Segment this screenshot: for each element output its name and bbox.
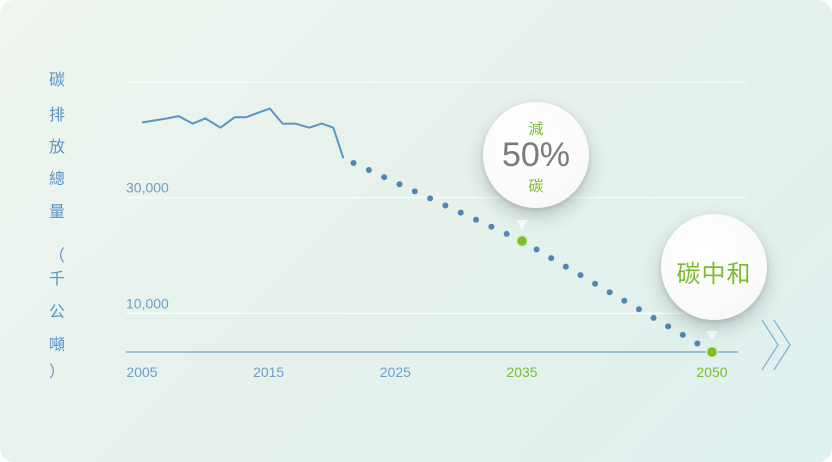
projection-dot (635, 306, 642, 313)
projection-dot (621, 297, 628, 304)
projection-dot (457, 209, 464, 216)
projection-dot (650, 314, 657, 321)
x-tick-label: 2025 (380, 364, 411, 380)
projection-dot (350, 159, 357, 166)
x-tick-label: 2005 (126, 364, 157, 380)
y-tick-label: 30,000 (126, 180, 169, 196)
x-tick-label: 2035 (506, 364, 537, 380)
projection-dot (427, 195, 434, 202)
projection-dot (694, 340, 701, 347)
y-axis-label-char: 碳 (48, 70, 65, 89)
projection-dot (592, 280, 599, 287)
milestone-marker (515, 234, 529, 248)
projection-dot (488, 223, 495, 230)
projection-dot (442, 202, 449, 209)
y-axis-label-char: （ (48, 246, 65, 265)
projection-dot (381, 174, 388, 181)
y-axis-label-char: 放 (48, 137, 65, 156)
projection-dot (503, 230, 510, 237)
y-tick-label: 10,000 (126, 295, 169, 311)
projection-dot (365, 167, 372, 174)
projection-dot (577, 272, 584, 279)
projection-dot (679, 331, 686, 338)
bubble-percent-text: 50% (501, 136, 571, 174)
y-axis-label-char: 量 (48, 202, 65, 221)
projection-dot (548, 255, 555, 262)
y-axis-label-char: 總 (48, 169, 65, 188)
bubble-bottom-text: 碳 (528, 177, 544, 195)
double-chevron-right-icon[interactable] (760, 318, 794, 372)
projection-dot (533, 246, 540, 253)
y-axis-label-char: ） (48, 362, 65, 381)
y-axis-label-char: 千 (48, 269, 65, 288)
projection-dot (411, 188, 418, 195)
carbon-neutral-bubble: 碳中和 (661, 214, 767, 320)
y-axis-label-char: 排 (48, 105, 65, 124)
y-axis-label-char: 公 (48, 302, 65, 321)
projection-dot (562, 263, 569, 270)
projection-dot (665, 323, 672, 330)
pointer-triangle (516, 219, 528, 229)
projection-dot (396, 181, 403, 188)
y-axis-label-char: 噸 (48, 335, 65, 354)
projection-dot (606, 289, 613, 296)
pointer-triangle (706, 331, 718, 340)
x-tick-label: 2015 (253, 364, 284, 380)
milestone-marker (705, 345, 719, 359)
x-tick-label: 2050 (696, 364, 727, 380)
bubble-top-text: 減 (528, 120, 544, 138)
reduce-50-percent-bubble: 減 50% 碳 (483, 102, 589, 208)
projection-dot (473, 216, 480, 223)
carbon-neutral-text: 碳中和 (676, 260, 752, 288)
historical-emissions-line (141, 107, 345, 159)
